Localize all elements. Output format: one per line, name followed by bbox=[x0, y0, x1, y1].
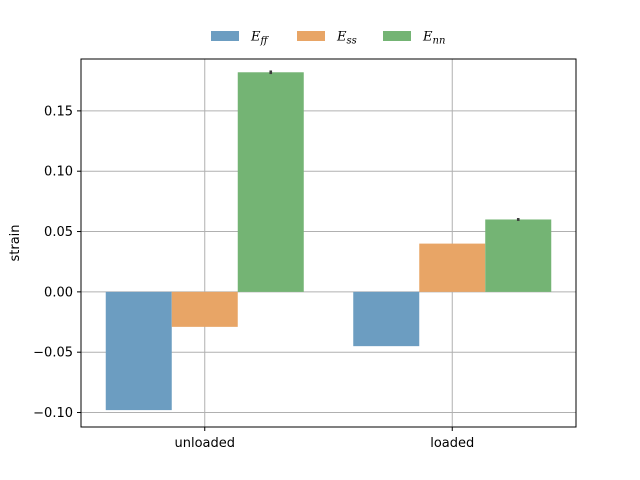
error-bars bbox=[269, 70, 520, 221]
y-tick-label: 0.00 bbox=[44, 285, 73, 300]
legend-swatch-E_ff bbox=[211, 31, 239, 41]
y-axis-label: strain bbox=[8, 224, 23, 261]
y-tick-label: 0.15 bbox=[44, 104, 73, 119]
plot-frame bbox=[80, 58, 577, 428]
bar-E_ss-unloaded bbox=[171, 291, 238, 327]
x-axis: unloaded loaded bbox=[174, 427, 474, 451]
x-tick-label: loaded bbox=[430, 436, 474, 451]
legend-label-E_ss: Ess bbox=[336, 30, 357, 47]
bars bbox=[105, 72, 552, 411]
legend: Eff Ess Enn bbox=[211, 30, 445, 47]
x-tick-label: unloaded bbox=[174, 436, 235, 451]
bar-E_ff-loaded bbox=[353, 291, 420, 347]
bar-E_nn-loaded bbox=[485, 219, 552, 292]
y-tick-label: −0.10 bbox=[33, 406, 73, 421]
y-tick-label: −0.05 bbox=[33, 346, 73, 361]
bar-E_ss-loaded bbox=[419, 243, 486, 292]
legend-swatch-E_ss bbox=[297, 31, 325, 41]
y-tick-label: 0.05 bbox=[44, 225, 73, 240]
y-axis: −0.10 −0.05 0.00 0.05 0.10 0.15 bbox=[33, 104, 81, 421]
legend-swatch-E_nn bbox=[383, 31, 411, 41]
bar-E_nn-unloaded bbox=[237, 72, 304, 292]
legend-label-E_ff: Eff bbox=[250, 30, 270, 47]
y-tick-label: 0.10 bbox=[44, 165, 73, 180]
bar-E_ff-unloaded bbox=[105, 291, 172, 411]
legend-label-E_nn: Enn bbox=[422, 30, 445, 47]
